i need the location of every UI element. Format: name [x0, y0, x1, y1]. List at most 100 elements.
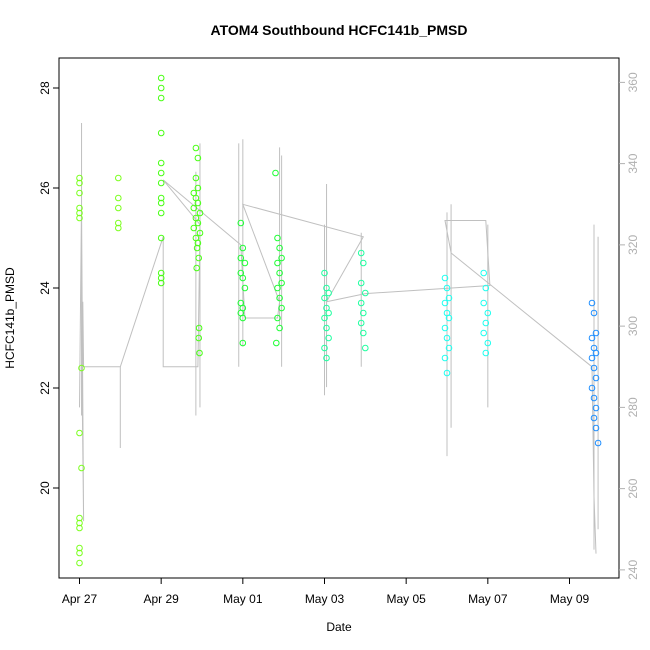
data-point — [443, 284, 451, 292]
data-point — [157, 129, 165, 137]
data-point — [445, 314, 453, 322]
data-point — [592, 374, 600, 382]
y-tick-label: 28 — [38, 81, 52, 95]
data-point — [76, 519, 83, 527]
data-point — [484, 309, 492, 317]
data-point — [115, 204, 122, 212]
data-point — [590, 309, 598, 317]
data-point — [274, 284, 281, 292]
data-point — [588, 354, 596, 362]
data-point — [157, 159, 165, 167]
data-point — [357, 319, 365, 327]
data-point — [325, 334, 332, 342]
data-point — [445, 344, 453, 352]
data-point — [192, 174, 200, 182]
x-tick-label: May 03 — [305, 592, 345, 606]
x-tick-label: May 09 — [550, 592, 590, 606]
data-point — [195, 334, 202, 342]
data-point — [592, 349, 600, 357]
data-point — [76, 559, 83, 567]
data-point — [273, 339, 280, 347]
data-point — [241, 284, 249, 292]
x-tick-label: May 07 — [468, 592, 508, 606]
y2-tick-label: 320 — [626, 235, 640, 255]
data-point — [278, 304, 285, 312]
data-point — [237, 219, 245, 227]
data-point — [196, 229, 204, 237]
data-point — [76, 209, 83, 217]
data-point — [193, 244, 201, 252]
data-point — [592, 424, 600, 432]
data-point — [157, 234, 165, 242]
data-point — [278, 279, 285, 287]
secondary-line — [79, 179, 597, 554]
y2-tick-label: 340 — [626, 153, 640, 173]
data-point — [157, 199, 165, 207]
data-point — [441, 274, 449, 282]
data-point — [239, 339, 247, 347]
data-point — [193, 264, 200, 272]
data-point — [76, 204, 83, 212]
data-point — [590, 414, 598, 422]
data-point — [590, 364, 598, 372]
data-point — [76, 524, 83, 532]
data-point — [274, 259, 281, 267]
y2-tick-label: 240 — [626, 560, 640, 580]
data-point — [76, 544, 83, 552]
data-point — [195, 254, 202, 262]
data-point — [76, 514, 83, 522]
data-point — [196, 349, 203, 357]
data-point — [588, 299, 596, 307]
data-point — [276, 294, 283, 302]
data-point — [588, 334, 596, 342]
data-point — [239, 314, 247, 322]
data-point — [194, 199, 202, 207]
data-point — [480, 329, 488, 337]
data-point — [321, 294, 328, 302]
data-point — [194, 239, 202, 247]
data-point — [321, 344, 328, 352]
data-point — [480, 269, 488, 277]
data-point — [115, 224, 122, 232]
data-point — [443, 369, 451, 377]
x-tick-label: Apr 29 — [143, 592, 179, 606]
data-point — [157, 269, 165, 277]
data-point — [274, 314, 281, 322]
data-point — [482, 319, 490, 327]
data-point — [357, 279, 365, 287]
data-point — [441, 299, 449, 307]
data-point — [194, 154, 202, 162]
data-point — [157, 74, 165, 82]
data-point — [76, 549, 83, 557]
data-point — [157, 94, 165, 102]
data-point — [594, 439, 602, 447]
data-point — [115, 219, 122, 227]
data-point — [276, 244, 283, 252]
data-point — [592, 329, 600, 337]
y-tick-label: 22 — [38, 381, 52, 395]
data-point — [241, 259, 249, 267]
data-point — [194, 184, 202, 192]
data-point — [323, 324, 330, 332]
data-point — [157, 274, 165, 282]
data-point — [76, 189, 83, 197]
data-point — [592, 404, 600, 412]
data-point — [76, 429, 83, 437]
x-axis-label: Date — [326, 620, 352, 634]
data-point — [441, 354, 449, 362]
plot-layer: Apr 27 Apr 29 May 01 May 03 May 05 May 07 May … — [38, 57, 640, 606]
data-point — [196, 209, 204, 217]
data-point — [443, 334, 451, 342]
data-point — [76, 179, 83, 187]
data-point — [321, 314, 328, 322]
data-point — [325, 289, 332, 297]
x-tick-label: May 05 — [386, 592, 426, 606]
data-point — [482, 284, 490, 292]
data-point — [115, 194, 122, 202]
data-point — [192, 144, 200, 152]
data-point — [362, 344, 369, 352]
data-point — [115, 174, 122, 182]
data-point — [360, 309, 367, 317]
y2-tick-label: 280 — [626, 397, 640, 417]
